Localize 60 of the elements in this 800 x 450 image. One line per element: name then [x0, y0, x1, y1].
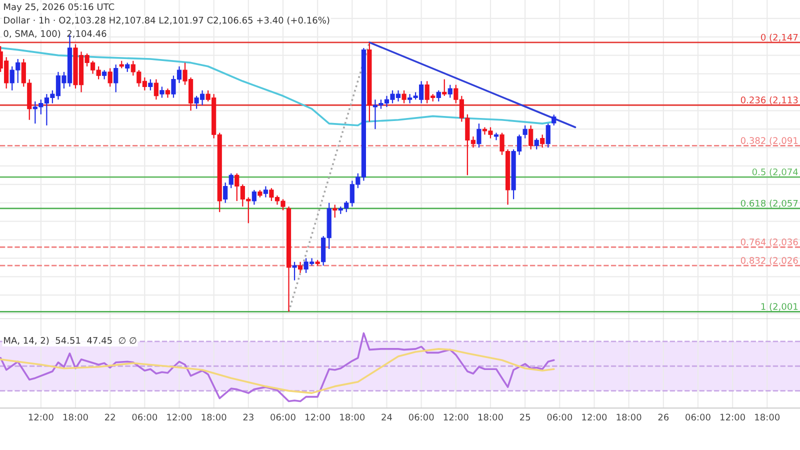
text: Dollar · 1h · O2,103.28 H2,107.84 L2,101.97 C2,106.65 +3.40 (+0.16%) [4, 16, 330, 25]
candlestick [442, 78, 447, 96]
x-tick-label: 22 [105, 414, 115, 420]
x-tick-label: 12:00 [306, 414, 330, 421]
x-tick-label: 12:00 [720, 414, 745, 421]
x-tick-label: 18:00 [340, 414, 365, 421]
candlestick [552, 114, 556, 126]
candlestick [102, 70, 107, 80]
candlestick [228, 172, 234, 189]
x-tick-label: 25 [520, 414, 530, 421]
x-tick-label: 12:00 [582, 414, 607, 421]
ref-line-label: 0.618 (2,057 [740, 200, 798, 208]
candlestick [160, 86, 164, 98]
ref-line-label: 0.5 (2,074 [752, 168, 798, 176]
candlestick [534, 138, 539, 150]
x-tick-label: 12:00 [444, 414, 468, 421]
candlestick [292, 261, 297, 281]
x-tick-label: 06:00 [408, 414, 434, 421]
candlestick [108, 68, 112, 88]
candlestick [402, 90, 406, 104]
ref-line-label: 0.236 (2,113 [740, 96, 798, 104]
x-tick-label: 24 [382, 414, 392, 420]
ref-line-label: 0.382 (2,091 [740, 136, 798, 146]
candlestick [125, 62, 130, 72]
candlestick [252, 189, 256, 206]
chart-title: MA, 14, 2) 54.51 47.45 ∅ ∅ [4, 336, 136, 345]
chart-title: May 25, 2026 05:16 UTC [4, 3, 114, 12]
x-tick-label: 18:00 [202, 414, 226, 421]
candlestick [148, 78, 153, 91]
ref-line-label: 0.832 (2,026 [740, 256, 798, 265]
candlestick [448, 84, 452, 98]
annotation: 0, SMA, 100) 2,104.46 [4, 30, 106, 38]
x-tick-label: 18:00 [755, 414, 780, 421]
ref-line-label: 0.764 (2,036 [740, 238, 798, 246]
candlestick [332, 204, 338, 218]
candlestick [298, 261, 303, 274]
candlestick [263, 186, 268, 198]
candlestick [522, 124, 528, 139]
candlestick [223, 182, 228, 204]
ref-line-label: 0 (2,147 [761, 34, 798, 42]
candlestick [540, 134, 545, 148]
x-tick-label: 06:00 [547, 414, 572, 421]
candlestick [546, 123, 550, 148]
x-tick-label: 18:00 [63, 414, 88, 421]
x-tick-label: 12:00 [167, 414, 192, 421]
candlestick [154, 78, 158, 100]
x-tick-label: 18:00 [478, 414, 503, 421]
candlestick [476, 123, 482, 148]
x-tick-label: 06:00 [270, 414, 296, 421]
x-tick-label: 18:00 [616, 414, 642, 421]
x-tick-label: 06:00 [686, 414, 710, 421]
x-tick-label: 26 [658, 414, 669, 421]
candlestick [165, 88, 170, 98]
x-tick-label: 12:00 [28, 414, 54, 421]
x-tick-label: 06:00 [132, 414, 158, 421]
x-tick-label: 23 [243, 414, 254, 421]
candlestick [436, 90, 441, 102]
ref-line-label: 1 (2,001 [761, 302, 798, 311]
candlestick [114, 64, 118, 93]
candlestick [528, 124, 534, 150]
